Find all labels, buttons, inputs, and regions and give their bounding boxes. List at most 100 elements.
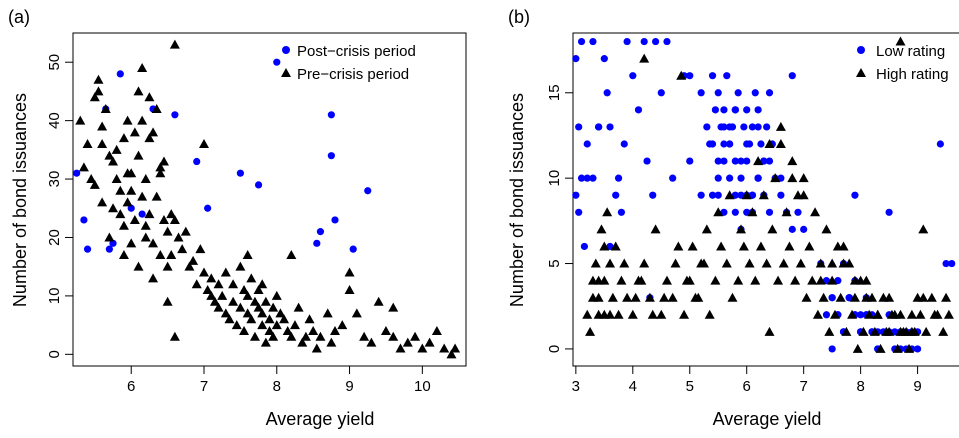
data-point-triangle xyxy=(126,238,137,248)
data-point-circle xyxy=(777,174,785,182)
data-point-triangle xyxy=(199,267,209,277)
data-point-circle xyxy=(720,123,728,131)
data-point-circle xyxy=(580,242,588,251)
data-point-triangle xyxy=(670,258,681,268)
data-point-circle xyxy=(109,239,117,247)
data-point-triangle xyxy=(188,255,199,265)
data-point-circle xyxy=(669,174,677,182)
data-point-triangle xyxy=(184,261,195,271)
data-point-circle xyxy=(273,58,281,66)
data-point-triangle xyxy=(627,309,638,319)
data-point-triangle xyxy=(246,314,257,324)
data-point-circle xyxy=(857,311,865,319)
data-point-triangle xyxy=(815,275,826,285)
data-point-circle xyxy=(589,174,597,182)
data-point-triangle xyxy=(912,292,923,302)
data-point-triangle xyxy=(158,156,169,166)
data-point-triangle xyxy=(941,292,952,302)
data-point-circle xyxy=(83,245,92,253)
y-tick-label: 15 xyxy=(546,84,563,101)
data-point-circle xyxy=(629,72,637,80)
data-point-triangle xyxy=(764,139,775,148)
data-point-circle xyxy=(686,72,694,80)
data-point-triangle xyxy=(741,190,752,200)
data-point-triangle xyxy=(158,214,169,224)
panel-a-label: (a) xyxy=(8,7,30,27)
data-point-triangle xyxy=(217,290,228,300)
data-point-triangle xyxy=(155,168,166,178)
data-point-circle xyxy=(708,140,717,148)
data-point-circle xyxy=(572,191,580,199)
data-point-circle xyxy=(603,89,611,97)
data-point-triangle xyxy=(875,343,886,353)
data-point-circle xyxy=(606,242,614,251)
data-point-triangle xyxy=(750,275,761,285)
data-point-triangle xyxy=(166,250,177,259)
data-point-triangle xyxy=(841,326,852,336)
data-point-circle xyxy=(822,277,831,285)
data-point-circle xyxy=(723,72,731,80)
data-point-triangle xyxy=(926,292,937,302)
data-point-triangle xyxy=(206,290,217,300)
data-point-triangle xyxy=(918,224,929,234)
data-point-triangle xyxy=(108,203,119,213)
data-point-circle xyxy=(731,191,739,199)
data-point-circle xyxy=(720,157,728,165)
data-point-triangle xyxy=(736,224,747,234)
panel-a-legend: Post−crisis period Pre−crisis period xyxy=(281,43,416,83)
data-point-triangle xyxy=(249,296,260,306)
data-point-triangle xyxy=(133,261,144,271)
data-point-circle xyxy=(731,157,739,165)
data-point-triangle xyxy=(257,279,268,289)
data-point-triangle xyxy=(596,224,607,234)
data-point-triangle xyxy=(173,232,184,242)
data-point-circle xyxy=(734,89,742,97)
data-point-triangle xyxy=(810,207,821,217)
data-point-triangle xyxy=(282,325,293,335)
data-point-triangle xyxy=(78,162,89,172)
data-point-triangle xyxy=(344,285,355,295)
data-point-circle xyxy=(731,208,739,216)
data-point-triangle xyxy=(322,308,333,318)
data-point-triangle xyxy=(605,258,616,268)
data-point-triangle xyxy=(656,309,667,319)
y-tick-label: 10 xyxy=(546,170,563,187)
data-point-triangle xyxy=(636,275,647,285)
data-point-triangle xyxy=(607,292,618,302)
data-point-triangle xyxy=(199,139,209,148)
data-point-triangle xyxy=(847,309,858,319)
data-point-triangle xyxy=(180,226,191,236)
data-point-circle xyxy=(686,157,694,165)
panel-a: (a) 6 7 8 9 10 0 10 20 30 40 50 Post−crisis period… xyxy=(8,7,467,429)
data-point-triangle xyxy=(257,308,268,318)
data-point-triangle xyxy=(133,150,144,160)
data-point-triangle xyxy=(169,39,180,49)
data-point-triangle xyxy=(818,292,829,302)
data-point-circle xyxy=(754,106,762,114)
data-point-triangle xyxy=(602,207,613,217)
data-point-triangle xyxy=(872,309,883,319)
data-point-triangle xyxy=(699,258,709,268)
data-point-circle xyxy=(614,174,623,182)
data-point-triangle xyxy=(268,331,279,341)
data-point-triangle xyxy=(599,241,610,251)
data-point-circle xyxy=(754,174,762,182)
data-point-triangle xyxy=(613,309,624,319)
data-point-circle xyxy=(703,123,711,131)
data-point-triangle xyxy=(784,241,795,251)
data-point-triangle xyxy=(151,191,162,201)
data-point-triangle xyxy=(326,337,337,347)
data-point-triangle xyxy=(906,309,917,319)
data-point-triangle xyxy=(137,191,148,201)
data-point-triangle xyxy=(289,320,300,330)
data-point-triangle xyxy=(830,309,840,319)
data-point-triangle xyxy=(115,185,126,195)
data-point-triangle xyxy=(137,115,148,125)
data-point-triangle xyxy=(410,331,421,341)
data-point-triangle xyxy=(417,343,428,353)
data-point-triangle xyxy=(849,292,860,302)
data-point-triangle xyxy=(268,302,279,312)
data-point-triangle xyxy=(162,261,173,271)
data-point-triangle xyxy=(587,292,598,302)
legend-a-entry-post-crisis: Post−crisis period xyxy=(297,43,416,60)
